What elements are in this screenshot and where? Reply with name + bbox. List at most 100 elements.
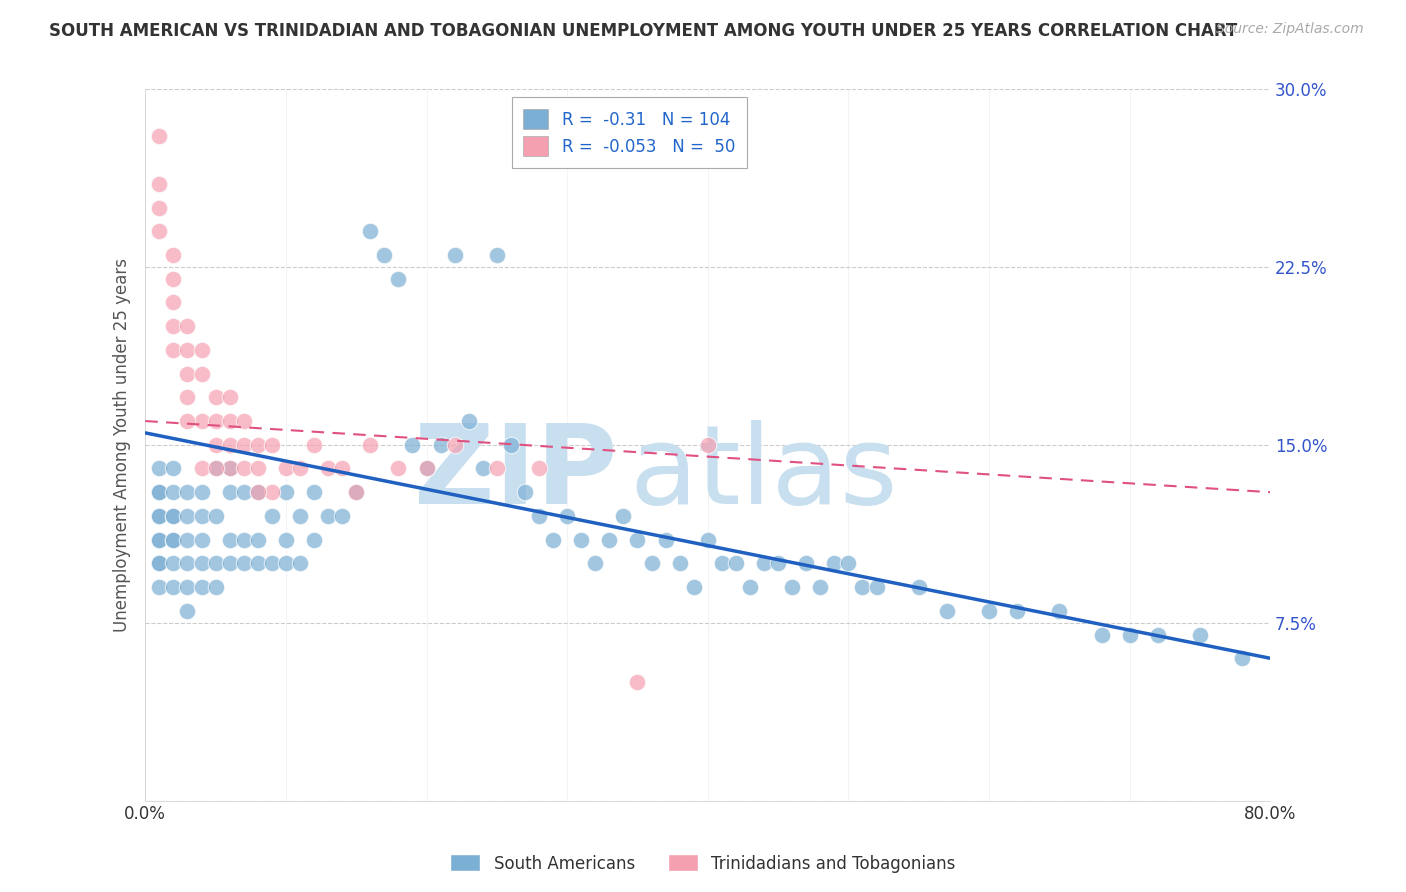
Point xyxy=(190,461,212,475)
Point xyxy=(415,461,437,475)
Point xyxy=(569,533,592,547)
Point xyxy=(260,557,283,571)
Point xyxy=(218,461,240,475)
Point xyxy=(668,557,690,571)
Point xyxy=(190,343,212,357)
Point xyxy=(176,485,198,500)
Point xyxy=(260,438,283,452)
Point xyxy=(935,604,957,618)
Point xyxy=(513,485,536,500)
Point xyxy=(696,533,718,547)
Point xyxy=(907,580,929,594)
Point xyxy=(387,271,409,285)
Point xyxy=(204,508,226,523)
Point xyxy=(654,533,676,547)
Point xyxy=(204,438,226,452)
Point xyxy=(1188,627,1211,641)
Point xyxy=(626,533,648,547)
Point xyxy=(1005,604,1028,618)
Point xyxy=(443,438,465,452)
Point xyxy=(162,533,184,547)
Point xyxy=(359,438,381,452)
Point xyxy=(148,580,170,594)
Point xyxy=(204,414,226,428)
Point xyxy=(204,580,226,594)
Point xyxy=(1230,651,1253,665)
Point xyxy=(246,461,269,475)
Point xyxy=(232,533,254,547)
Point xyxy=(162,485,184,500)
Point xyxy=(148,177,170,191)
Point xyxy=(780,580,803,594)
Point xyxy=(162,580,184,594)
Point xyxy=(162,508,184,523)
Point xyxy=(148,485,170,500)
Point xyxy=(232,438,254,452)
Point xyxy=(302,533,325,547)
Text: SOUTH AMERICAN VS TRINIDADIAN AND TOBAGONIAN UNEMPLOYMENT AMONG YOUTH UNDER 25 Y: SOUTH AMERICAN VS TRINIDADIAN AND TOBAGO… xyxy=(49,22,1237,40)
Point xyxy=(752,557,775,571)
Legend: South Americans, Trinidadians and Tobagonians: South Americans, Trinidadians and Tobago… xyxy=(443,847,963,880)
Point xyxy=(218,461,240,475)
Point xyxy=(288,508,311,523)
Point xyxy=(218,485,240,500)
Point xyxy=(977,604,1000,618)
Point xyxy=(176,319,198,334)
Point xyxy=(527,508,550,523)
Point xyxy=(288,557,311,571)
Point xyxy=(485,248,508,262)
Point xyxy=(204,461,226,475)
Point xyxy=(794,557,817,571)
Point xyxy=(359,224,381,238)
Point xyxy=(232,461,254,475)
Point xyxy=(696,438,718,452)
Point xyxy=(302,438,325,452)
Point xyxy=(162,508,184,523)
Point xyxy=(176,343,198,357)
Point xyxy=(190,508,212,523)
Point xyxy=(1118,627,1140,641)
Point xyxy=(204,390,226,404)
Point xyxy=(485,461,508,475)
Point xyxy=(766,557,789,571)
Point xyxy=(1090,627,1112,641)
Point xyxy=(316,508,339,523)
Point xyxy=(1047,604,1070,618)
Point xyxy=(190,485,212,500)
Point xyxy=(162,557,184,571)
Point xyxy=(246,533,269,547)
Y-axis label: Unemployment Among Youth under 25 years: Unemployment Among Youth under 25 years xyxy=(114,258,131,632)
Point xyxy=(808,580,831,594)
Point xyxy=(162,271,184,285)
Point xyxy=(232,414,254,428)
Point xyxy=(176,414,198,428)
Point xyxy=(583,557,606,571)
Point xyxy=(274,533,297,547)
Point xyxy=(190,533,212,547)
Point xyxy=(724,557,747,571)
Point xyxy=(555,508,578,523)
Point xyxy=(443,248,465,262)
Point xyxy=(344,485,367,500)
Point xyxy=(176,390,198,404)
Text: ZIP: ZIP xyxy=(415,420,617,527)
Point xyxy=(738,580,761,594)
Point xyxy=(274,557,297,571)
Point xyxy=(232,557,254,571)
Point xyxy=(823,557,845,571)
Point xyxy=(148,533,170,547)
Point xyxy=(148,461,170,475)
Point xyxy=(148,201,170,215)
Point xyxy=(218,438,240,452)
Point xyxy=(330,508,353,523)
Point xyxy=(288,461,311,475)
Point xyxy=(401,438,423,452)
Point xyxy=(640,557,662,571)
Point xyxy=(457,414,479,428)
Point xyxy=(682,580,704,594)
Point xyxy=(204,557,226,571)
Point xyxy=(1146,627,1168,641)
Point xyxy=(471,461,494,475)
Point xyxy=(274,461,297,475)
Point xyxy=(190,367,212,381)
